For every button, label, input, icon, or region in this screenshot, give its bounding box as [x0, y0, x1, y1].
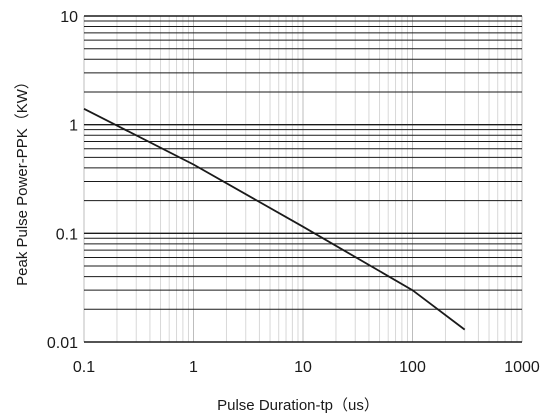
y-tick-label: 0.1: [56, 226, 78, 243]
x-tick-label: 1000: [504, 359, 540, 376]
horizontal-gridlines: [84, 15, 522, 343]
y-tick-label: 1: [69, 118, 78, 135]
x-tick-label: 100: [399, 359, 426, 376]
vertical-gridlines: [83, 16, 523, 342]
x-tick-label: 10: [294, 359, 312, 376]
y-axis-label: Peak Pulse Power-PPK（KW）: [14, 74, 31, 286]
x-tick-labels: 0.1 1 10 100 1000: [73, 359, 540, 376]
y-tick-label: 10: [60, 9, 78, 26]
x-tick-label: 0.1: [73, 359, 95, 376]
x-axis-label: Pulse Duration-tp（us）: [217, 397, 379, 414]
y-tick-label: 0.01: [47, 335, 78, 352]
x-tick-label: 1: [189, 359, 198, 376]
series-line: [83, 107, 466, 331]
y-tick-labels: 0.01 0.1 1 10: [47, 9, 78, 352]
series-layer: [83, 107, 466, 331]
